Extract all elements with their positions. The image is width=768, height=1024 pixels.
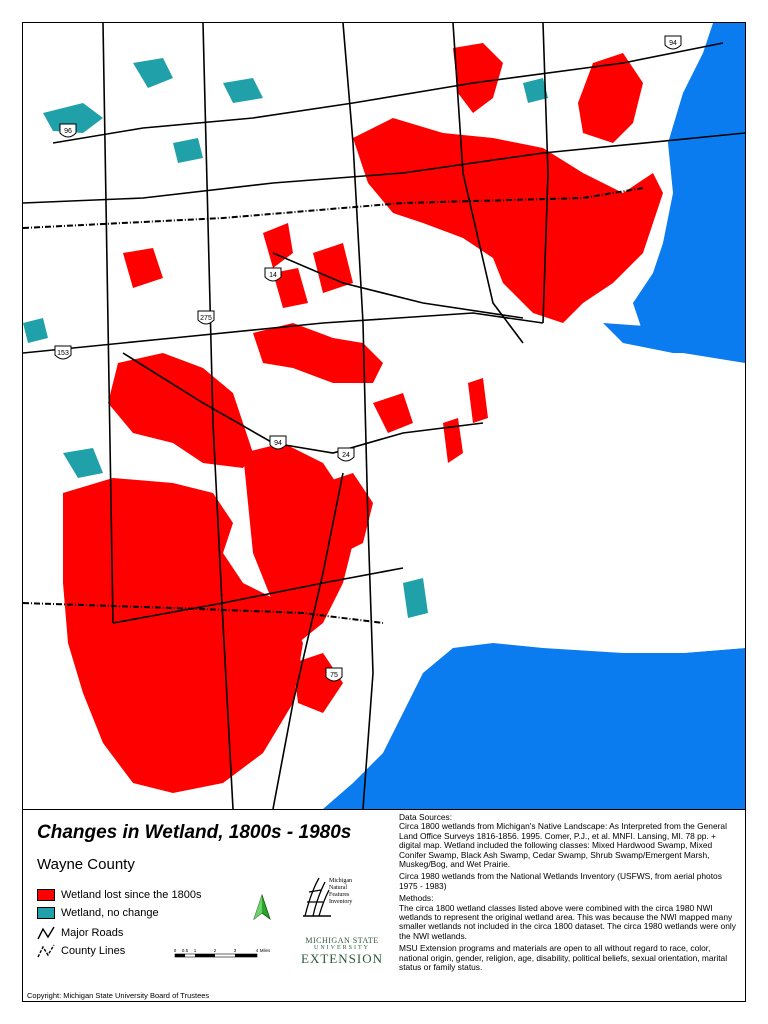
wetland-lost-area [293,653,343,713]
county-line [23,187,644,229]
major-roads [23,23,745,809]
wetland-lost-area [373,393,413,433]
scale-bar: 0 0.5 1 2 3 4 Miles [174,948,271,958]
legend-item-wetland-no-change: Wetland, no change [37,907,159,919]
route-number: 14 [269,272,277,279]
land-gap [623,363,745,653]
mnfi-logo-text: Michigan Natural Features Inventory [329,878,353,905]
scale-label: 2 [214,948,217,953]
wetland-no-change-area [43,103,103,133]
wetland-lost-area [323,473,373,553]
wetland-no-change-area [133,58,173,88]
wetland-lost-area [578,53,643,143]
water-bodies [323,23,745,809]
route-shield-icon: 14 [264,267,282,282]
methods-heading: Methods: [399,893,434,904]
wetland-no-change-area [223,78,263,103]
wetland-lost-swatch [37,889,55,901]
data-sources-heading: Data Sources: [399,812,453,822]
wetland-map: 96 14 275 153 94 24 75 94 [23,23,745,809]
detroit-river-mouth [603,323,745,353]
route-shield-icon: 153 [54,345,72,360]
mnfi-logo [303,877,331,917]
major-road [272,252,524,319]
lake-erie [323,643,745,809]
route-shield-icon: 75 [325,667,343,682]
major-road [452,23,524,344]
wetland-lost-area [443,418,463,463]
msu-extension-logo: MICHIGAN STATE UNIVERSITY EXTENSION [301,936,383,966]
north-arrow-icon [253,894,271,920]
wetland-no-change-area [63,448,103,478]
methods-text: The circa 1800 wetland classes listed ab… [399,902,736,941]
scale-label: 3 [234,948,237,953]
legend-label: County Lines [61,945,126,957]
route-number: 24 [342,452,350,459]
legend-item-wetland-lost: Wetland lost since the 1800s [37,889,201,901]
wetland-lost-area [123,248,163,288]
wetland-no-change-area [403,578,428,618]
route-number: 153 [57,350,69,357]
data-sources-text: Circa 1800 wetlands from Michigan's Nati… [399,821,727,870]
county-line-icon [37,944,55,958]
lake-st-clair [633,23,745,363]
route-shield-icon: 24 [337,447,355,462]
wetland-lost-area [263,223,293,268]
scale-label: 1 [194,948,197,953]
major-road [23,132,745,204]
route-number: 94 [669,40,677,47]
major-road [122,352,484,454]
wetland-lost-area [273,268,308,308]
wetland-no-change-area [173,138,203,163]
legend-panel: Changes in Wetland, 1800s - 1980s Wayne … [23,809,745,1001]
map-frame: 96 14 275 153 94 24 75 94 Changes in Wetland, 1… [22,22,746,1002]
scale-label: 0.5 [182,948,189,953]
wetland-no-change-swatch [37,907,55,919]
major-road [52,42,724,144]
wetland-lost-area [108,353,253,468]
major-road [112,567,404,624]
map-region: Wayne County [37,856,135,873]
route-shield-icon: 96 [59,123,77,138]
wetland-lost-area [253,323,383,383]
wetland-no-change-area [23,318,48,343]
wetland-lost-area [453,43,503,113]
wetland-lost-area [313,243,353,293]
route-number: 75 [330,672,338,679]
legend-item-major-roads: Major Roads [37,926,123,940]
major-road [342,23,374,809]
legend-label: Major Roads [61,927,124,939]
wetland-no-change-area [523,78,548,103]
route-number: 275 [200,315,212,322]
legend-label: Wetland lost since the 1800s [61,889,202,901]
scale-label: Miles [260,948,271,953]
county-lines [23,187,644,624]
major-road [202,23,234,809]
map-title: Changes in Wetland, 1800s - 1980s [37,822,352,843]
disclaimer-text: MSU Extension programs and materials are… [399,943,728,973]
major-road [542,23,549,324]
wetland-lost-area [353,118,663,323]
major-road-line-icon [37,926,55,940]
scale-label: 4 [256,948,259,953]
wetland-lost-area [63,478,303,793]
info-text: Data Sources: Circa 1800 wetlands from M… [399,812,739,976]
major-road [102,23,114,624]
major-road [272,472,344,809]
wetland-lost-area [468,378,488,423]
scale-label: 0 [174,948,177,953]
copyright-text: Copyright: Michigan State University Boa… [27,991,210,1000]
route-shield-icon: 94 [269,435,287,450]
wetland-no-change-areas [23,58,548,618]
route-number: 94 [274,440,282,447]
route-shield-icon: 275 [197,310,215,325]
legend-label: Wetland, no change [61,907,159,919]
major-road [23,312,544,354]
legend-item-county-lines: County Lines [37,944,125,958]
county-line [23,602,384,624]
data-sources-text-2: Circa 1980 wetlands from the National We… [399,871,722,891]
route-shields: 96 14 275 153 94 24 75 94 [54,35,682,682]
route-number: 96 [64,128,72,135]
route-shield-icon: 94 [664,35,682,50]
